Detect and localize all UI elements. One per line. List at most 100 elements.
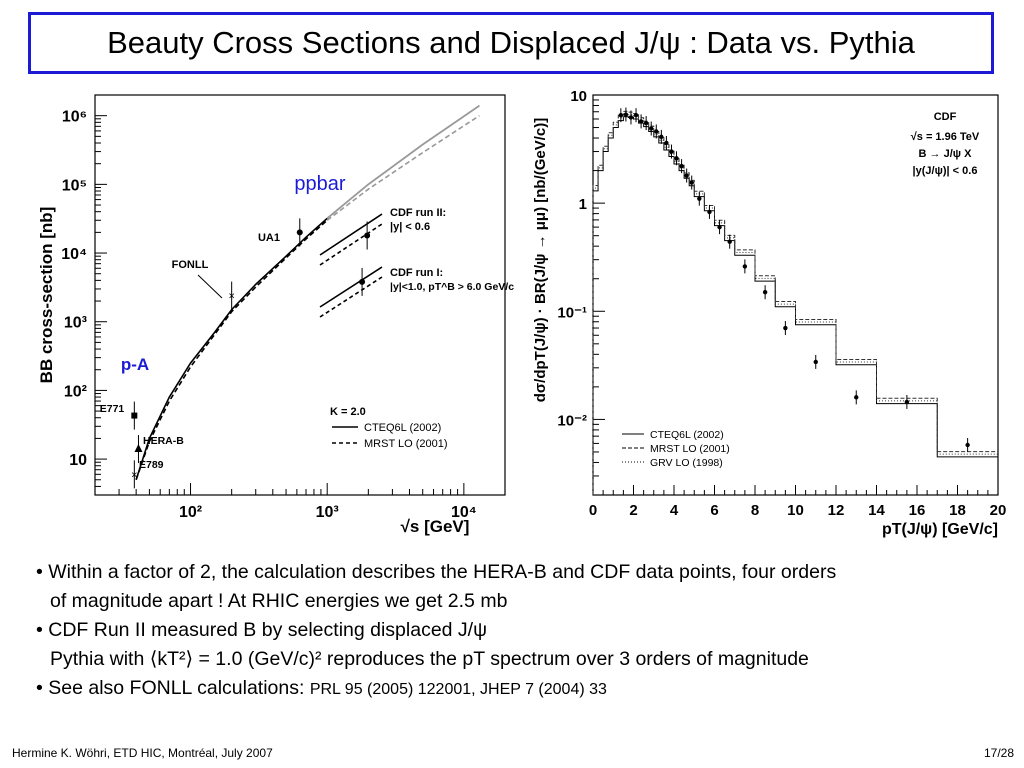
hist-mrst — [592, 110, 998, 495]
left-y-tick-label: 10 — [69, 452, 87, 469]
marker — [679, 163, 684, 169]
bullet-2-line-2: Pythia with ⟨kT²⟩ = 1.0 (GeV/c)² reprodu… — [50, 648, 809, 670]
annotation-fonll: FONLL — [172, 259, 209, 271]
right-data-point — [707, 204, 712, 219]
annotation-e789: E789 — [139, 459, 164, 471]
cdf-run2-box: CDF run II: |y| < 0.6 — [319, 207, 446, 266]
marker — [965, 442, 970, 448]
marker: × — [131, 469, 137, 481]
cdf-run2-title: CDF run II: — [390, 207, 446, 219]
left-point-e789: × — [131, 460, 138, 489]
annotation-e771: E771 — [100, 403, 125, 415]
marker — [131, 412, 138, 419]
bullet-1-line-1: • Within a factor of 2, the calculation … — [36, 561, 837, 583]
left-y-tick-label: 10² — [64, 383, 87, 400]
right-data-point — [813, 354, 818, 369]
curve-mrst-extension — [326, 115, 480, 221]
left-x-tick-labels: 10² 10³ 10⁴ — [179, 504, 477, 521]
marker — [717, 224, 722, 230]
footer-page-number: 17/28 — [983, 746, 1014, 760]
right-legend-cteq6l: CTEQ6L (2002) — [650, 429, 724, 441]
left-y-tick-label: 10⁵ — [62, 177, 87, 194]
right-data-point — [742, 259, 748, 274]
right-data-point — [664, 135, 669, 150]
right-x-tick-label: 18 — [949, 502, 966, 519]
left-data-points: ×× — [131, 218, 371, 489]
right-y-tick-label: 10 — [570, 88, 587, 105]
left-x-tick-label: 10⁴ — [451, 504, 477, 521]
right-y-tick-label: 10⁻¹ — [557, 304, 587, 321]
cdf-run1-sub: |y|<1.0, pT^B > 6.0 GeV/c — [390, 281, 514, 293]
left-point-ua1 — [296, 218, 303, 247]
left-y-tick-label: 10⁴ — [61, 246, 87, 263]
left-y-axis-label: BB cross-section [nb] — [37, 207, 56, 384]
bullet-2-line-1: • CDF Run II measured B by selecting dis… — [36, 619, 488, 641]
right-x-tick-label: 2 — [629, 502, 637, 519]
left-axis-ticks — [94, 94, 506, 496]
right-data-point — [783, 321, 788, 336]
left-point-cdf-run-ii — [364, 221, 371, 250]
right-x-tick-label: 14 — [868, 502, 885, 519]
right-data-point — [854, 390, 859, 405]
right-chart: 10⁻² 10⁻¹ 1 10 0 2 4 6 8 10 12 14 16 18 20 dσ/dpT(J/ψ… — [532, 88, 1006, 538]
right-legend: CTEQ6L (2002) MRST LO (2001) GRV LO (199… — [622, 429, 730, 469]
cdf-run1-title: CDF run I: — [390, 267, 443, 279]
right-x-tick-label: 6 — [710, 502, 718, 519]
marker — [684, 173, 689, 178]
left-legend: K = 2.0 CTEQ6L (2002) MRST LO (2001) — [330, 406, 448, 450]
marker — [649, 126, 654, 131]
marker — [638, 119, 644, 124]
bullet-list: • Within a factor of 2, the calculation … — [36, 558, 996, 704]
right-axis-ticks — [592, 94, 999, 496]
right-y-axis-label: dσ/dpT(J/ψ) · BR(J/ψ → μμ) [nb/(GeV/c)] — [532, 118, 549, 403]
page-title: Beauty Cross Sections and Displaced J/ψ … — [107, 25, 915, 60]
marker — [296, 229, 303, 236]
marker — [364, 232, 371, 239]
footer-author: Hermine K. Wöhri, ETD HIC, Montréal, Jul… — [12, 746, 273, 760]
right-x-axis-label: pT(J/ψ) [GeV/c] — [882, 521, 998, 538]
annotation-p-a: p-A — [121, 355, 149, 374]
marker — [904, 399, 910, 405]
marker — [134, 444, 143, 453]
annotation-ua1: UA1 — [258, 232, 280, 244]
left-point-hera-b — [134, 435, 143, 464]
right-data-point — [727, 234, 732, 249]
marker — [783, 325, 788, 331]
marker — [697, 196, 702, 201]
bullet-3-main: • See also FONLL calculations: — [36, 677, 310, 699]
right-x-tick-label: 12 — [828, 502, 845, 519]
right-data-point — [643, 116, 649, 131]
right-data-point — [717, 220, 722, 235]
right-data-point — [623, 107, 629, 122]
right-data-point — [669, 144, 674, 159]
marker — [633, 113, 639, 118]
marker — [623, 112, 629, 117]
marker — [654, 129, 659, 134]
marker — [813, 359, 818, 365]
annotation-ppbar: ppbar — [294, 173, 345, 195]
marker: × — [228, 291, 234, 303]
right-data-point — [633, 108, 639, 123]
left-point-e771 — [131, 401, 138, 430]
right-data-point — [654, 124, 659, 139]
right-data-point — [762, 285, 768, 300]
bullet-1-line-2: of magnitude apart ! At RHIC energies we… — [50, 590, 508, 612]
left-x-tick-label: 10³ — [316, 504, 339, 521]
hist-grv — [592, 113, 998, 495]
left-curves — [135, 104, 480, 481]
marker — [762, 290, 768, 295]
marker — [742, 264, 748, 269]
right-data-point — [628, 110, 634, 125]
curve-cteq6l-extension — [326, 104, 480, 220]
right-data-point — [649, 121, 654, 136]
right-y-tick-labels: 10⁻² 10⁻¹ 1 10 — [557, 88, 587, 429]
right-x-tick-label: 16 — [909, 502, 926, 519]
legend-entry-cteq6l: CTEQ6L (2002) — [364, 422, 441, 434]
right-legend-header-line: √s = 1.96 TeV — [911, 131, 980, 143]
marker — [727, 239, 732, 244]
right-legend-header-line: |y(J/ψ)| < 0.6 — [913, 165, 978, 177]
title-box: Beauty Cross Sections and Displaced J/ψ … — [28, 12, 994, 74]
right-y-tick-label: 1 — [579, 196, 587, 213]
right-legend-header-line: B → J/ψ X — [919, 148, 973, 160]
